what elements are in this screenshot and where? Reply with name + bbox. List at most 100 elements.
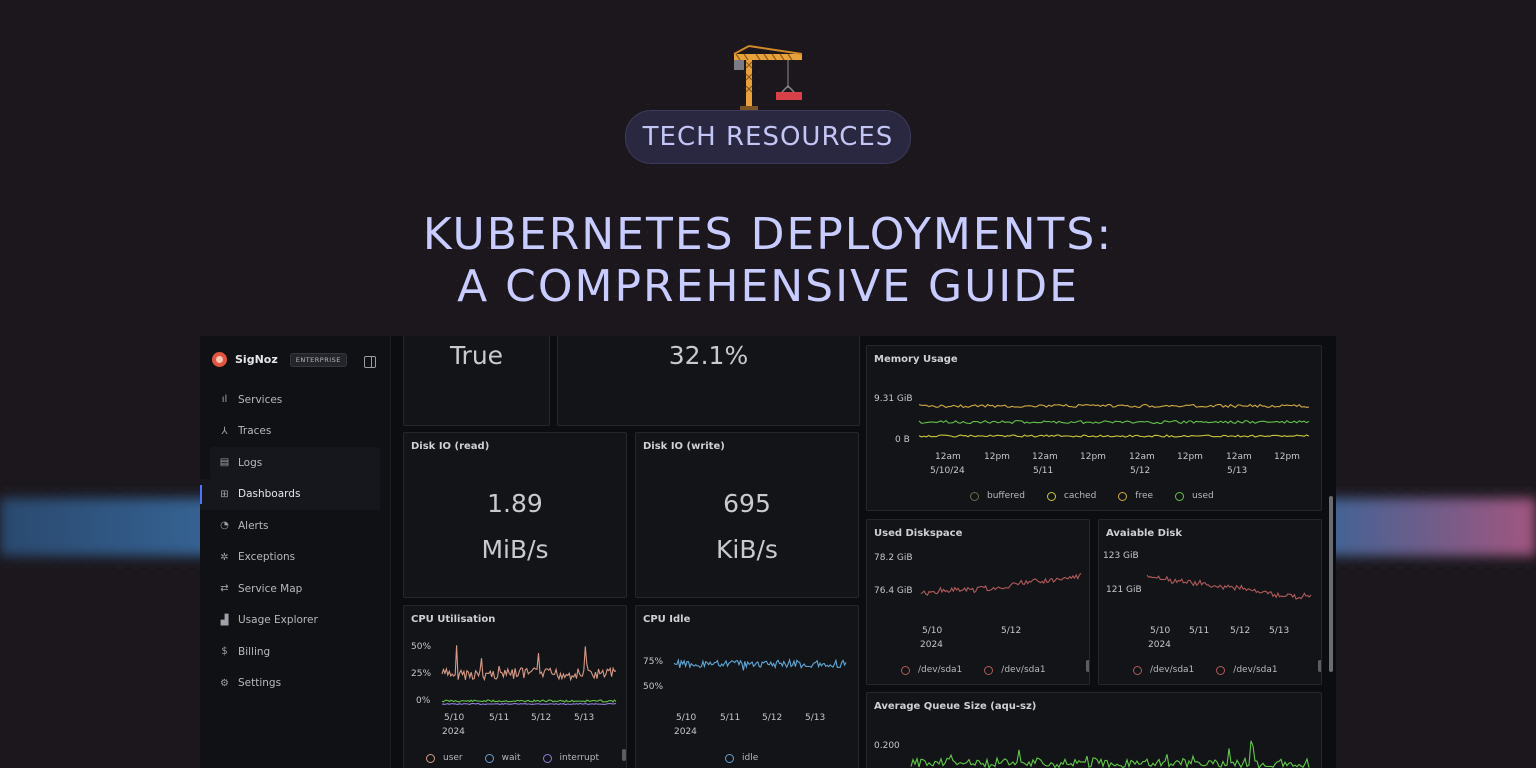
legend-label[interactable]: /dev/sda1	[1233, 665, 1278, 675]
legend-label[interactable]: buffered	[987, 491, 1025, 501]
x-tick: 5/12	[1230, 626, 1251, 636]
y-tick: 50%	[643, 682, 664, 692]
sidebar-item-traces[interactable]: ⅄ Traces	[200, 416, 390, 448]
x-date: 5/10/24	[930, 466, 965, 476]
x-date: 5/13	[1227, 466, 1248, 476]
queue-size-chart	[910, 740, 1310, 768]
cpu-idle-legend: idle	[725, 753, 780, 763]
bug-icon: ✲	[220, 551, 229, 563]
x-tick: 5/11	[720, 713, 741, 723]
disk-io-write-panel[interactable]: Disk IO (write) 695 KiB/s	[635, 432, 859, 598]
sidebar-item-label: Service Map	[238, 582, 303, 595]
sidebar-item-settings[interactable]: ⚙ Settings	[200, 668, 390, 700]
gear-icon: ⚙	[220, 677, 229, 689]
legend-label[interactable]: free	[1135, 491, 1154, 501]
y-tick: 25%	[411, 669, 432, 679]
x-tick: 12pm	[984, 452, 1010, 462]
x-tick: 5/11	[489, 713, 510, 723]
brand[interactable]: SigNoz ENTERPRISE	[212, 352, 347, 367]
status-value: True	[449, 341, 504, 370]
receipt-icon: $	[221, 646, 228, 658]
y-tick: 76.4 GiB	[874, 586, 913, 596]
sidebar-item-alerts[interactable]: ◔ Alerts	[200, 510, 390, 542]
legend-scrollbar[interactable]	[622, 749, 626, 761]
memory-usage-panel[interactable]: Memory Usage 9.31 GiB 0 B 12am 12pm 12am…	[866, 345, 1322, 511]
legend-label[interactable]: /dev/sda1	[918, 665, 963, 675]
sidebar-item-usage-explorer[interactable]: ▟ Usage Explorer	[200, 605, 390, 637]
legend-label[interactable]: interrupt	[559, 753, 600, 763]
x-year: 2024	[1148, 640, 1171, 650]
x-tick: 5/10	[1150, 626, 1171, 636]
x-tick: 5/11	[1189, 626, 1210, 636]
available-disk-chart	[1146, 574, 1312, 600]
used-diskspace-chart	[920, 572, 1082, 596]
tech-resources-pill: TECH RESOURCES	[625, 110, 911, 164]
enterprise-badge: ENTERPRISE	[289, 352, 347, 367]
legend-label[interactable]: user	[443, 753, 463, 763]
headline-line-2: A COMPREHENSIVE GUIDE	[457, 261, 1079, 312]
sidebar-item-dashboards[interactable]: ⊞ Dashboards	[200, 478, 380, 510]
panel-title: Disk IO (read)	[411, 441, 490, 452]
legend-label[interactable]: wait	[501, 753, 521, 763]
percentage-value-panel[interactable]: 32.1%	[557, 336, 860, 426]
sidebar-item-logs[interactable]: ▤ Logs	[210, 447, 380, 479]
x-date: 5/11	[1033, 466, 1054, 476]
legend-label[interactable]: used	[1192, 491, 1214, 501]
series-line-queue	[910, 740, 1310, 768]
legend-dot	[426, 753, 435, 763]
panel-title: CPU Idle	[643, 614, 691, 625]
chart-icon: ▟	[220, 614, 229, 626]
cpu-utilisation-panel[interactable]: CPU Utilisation 50% 25% 0% 5/10 5/11 5/1…	[403, 605, 627, 768]
y-tick: 9.31 GiB	[874, 394, 913, 404]
legend-dot	[542, 753, 552, 763]
route-icon: ⇄	[220, 583, 229, 595]
x-tick: 12am	[1129, 452, 1155, 462]
sidebar-nav: ıl Services ⅄ Traces ▤ Logs ⊞ Dashboards ◔ Al…	[200, 384, 390, 699]
brand-name: SigNoz	[235, 353, 278, 366]
legend-scrollbar[interactable]	[1318, 660, 1321, 672]
sidebar-item-exceptions[interactable]: ✲ Exceptions	[200, 542, 390, 574]
series-line-wait	[441, 699, 617, 703]
cpu-idle-panel[interactable]: CPU Idle 75% 50% 5/10 5/11 5/12 5/13 202…	[635, 605, 859, 768]
panel-title: Used Diskspace	[874, 528, 963, 539]
scroll-icon: ▤	[219, 457, 230, 469]
available-disk-panel[interactable]: Avaiable Disk 123 GiB 121 GiB 5/10 5/11 …	[1098, 519, 1322, 685]
panel-title: CPU Utilisation	[411, 614, 496, 625]
used-diskspace-legend: /dev/sda1 /dev/sda1	[901, 665, 1068, 675]
sidebar-item-label: Traces	[238, 425, 272, 438]
legend-label[interactable]: idle	[742, 753, 759, 763]
crane-icon	[733, 45, 803, 110]
y-tick: 123 GiB	[1103, 551, 1139, 561]
collapse-sidebar-icon[interactable]	[364, 356, 376, 368]
sidebar-item-label: Dashboards	[238, 488, 301, 501]
x-tick: 12pm	[1274, 452, 1300, 462]
sidebar-item-label: Services	[238, 393, 283, 406]
sidebar-item-service-map[interactable]: ⇄ Service Map	[200, 573, 390, 605]
percentage-value: 32.1%	[668, 341, 749, 370]
dashboard-scrollbar[interactable]	[1329, 496, 1333, 672]
legend-label[interactable]: /dev/sda1	[1150, 665, 1195, 675]
x-tick: 12pm	[1177, 452, 1203, 462]
sidebar-item-services[interactable]: ıl Services	[200, 384, 390, 416]
bell-icon: ◔	[220, 520, 229, 532]
x-year: 2024	[920, 640, 943, 650]
sidebar-item-label: Exceptions	[238, 551, 296, 564]
legend-label[interactable]: /dev/sda1	[1001, 665, 1046, 675]
y-tick: 78.2 GiB	[874, 553, 913, 563]
sidebar-item-billing[interactable]: $ Billing	[200, 636, 390, 668]
used-diskspace-panel[interactable]: Used Diskspace 78.2 GiB 76.4 GiB 5/10 5/…	[866, 519, 1090, 685]
cpu-idle-chart	[673, 658, 847, 671]
x-tick: 12am	[935, 452, 961, 462]
average-queue-size-panel[interactable]: Average Queue Size (aqu-sz) 0.200	[866, 692, 1322, 768]
status-value-panel[interactable]: True	[403, 336, 550, 426]
x-tick: 5/10	[444, 713, 465, 723]
x-tick: 5/12	[762, 713, 783, 723]
series-line-interrupt	[441, 702, 617, 706]
cpu-utilisation-chart	[441, 645, 617, 706]
legend-scrollbar[interactable]	[1086, 660, 1089, 672]
signoz-logo-icon	[212, 352, 227, 367]
legend-label[interactable]: cached	[1063, 491, 1097, 501]
disk-io-read-panel[interactable]: Disk IO (read) 1.89 MiB/s	[403, 432, 627, 598]
sidebar-item-label: Alerts	[238, 519, 269, 532]
y-tick: 50%	[411, 642, 432, 652]
